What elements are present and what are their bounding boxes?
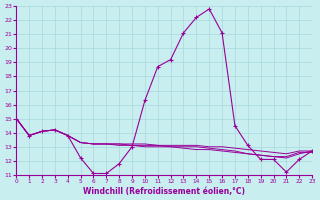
X-axis label: Windchill (Refroidissement éolien,°C): Windchill (Refroidissement éolien,°C) [83,187,245,196]
